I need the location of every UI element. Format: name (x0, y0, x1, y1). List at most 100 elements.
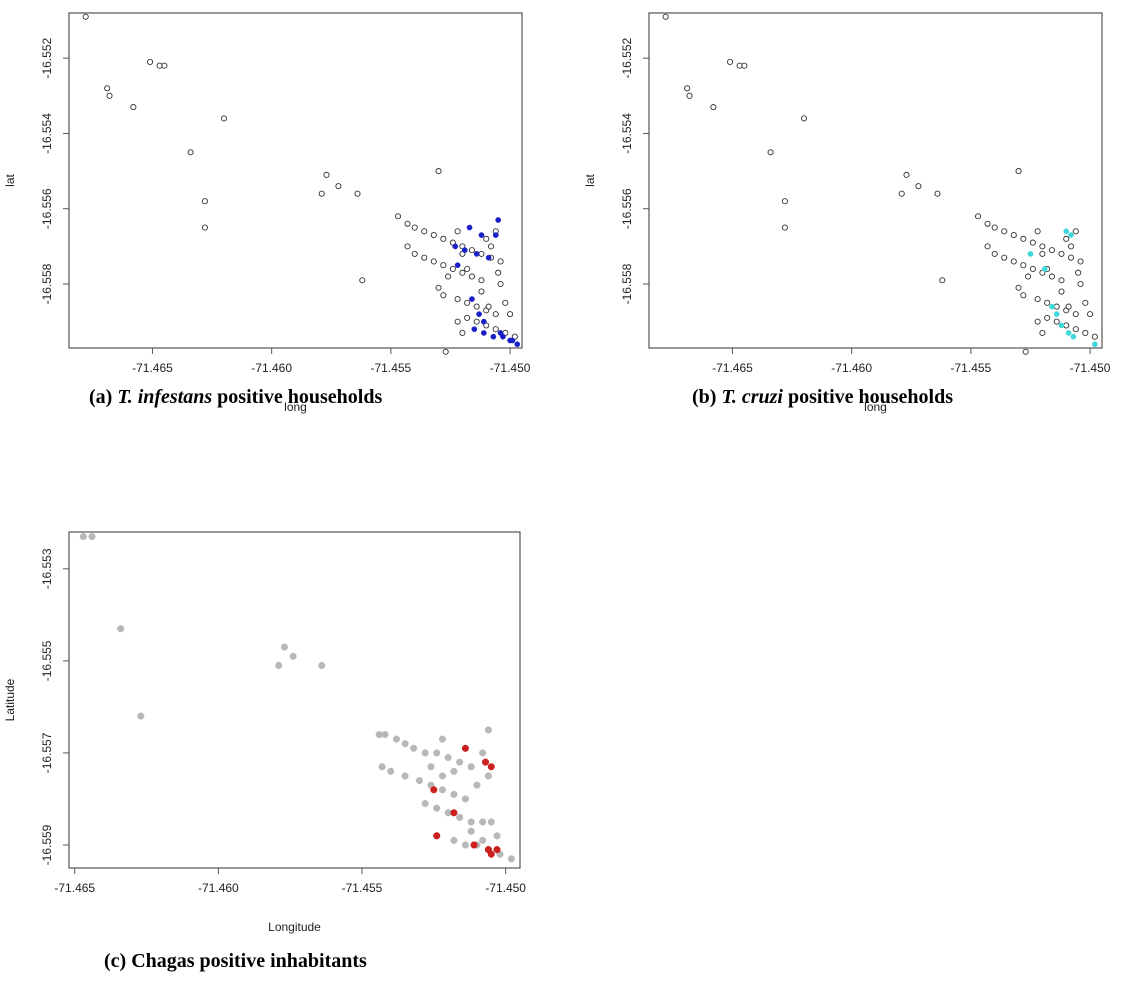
data-point-inhabitants (467, 763, 475, 771)
scatter-chart-a: -71.465 -71.460 -71.455 -71.450 -16.552 -16.5… (3, 12, 531, 414)
data-point-households (147, 58, 154, 65)
data-point-inhabitants (318, 661, 326, 670)
data-point-households (1044, 314, 1051, 321)
data-point-positive (1063, 228, 1070, 235)
data-point-positive (481, 758, 490, 766)
data-point-households (984, 220, 991, 227)
data-point-households (492, 311, 499, 318)
data-point-positive (497, 330, 504, 336)
data-point-households (1010, 258, 1017, 265)
data-point-households (1072, 326, 1079, 333)
data-point-households (1067, 243, 1075, 250)
data-point-households (984, 243, 991, 250)
panel-c: -71.465 -71.460 -71.455 -71.450 -16.553 -16.5… (0, 520, 540, 983)
data-point-households (502, 299, 509, 306)
data-point-positive (1027, 251, 1034, 257)
data-point-households (445, 273, 452, 280)
data-point-inhabitants (387, 767, 395, 775)
caption-a: (a) T. infestans positive households (89, 386, 382, 409)
data-point-households (710, 104, 717, 111)
data-point-positive (495, 217, 502, 223)
y-tick-label: -16.556 (40, 188, 54, 229)
caption-b-prefix: (b) (692, 386, 722, 408)
data-point-households (1034, 318, 1041, 325)
data-point-positive (487, 763, 495, 771)
data-point-positive (481, 318, 487, 325)
data-point-households (449, 265, 456, 273)
data-point-households (187, 149, 194, 156)
data-point-positive (478, 232, 485, 238)
data-point-positive (450, 809, 458, 817)
data-point-households (201, 224, 208, 231)
x-tick-label: -71.450 (490, 361, 531, 375)
data-point-households (1015, 168, 1022, 175)
data-point-households (1058, 250, 1065, 257)
data-point-households (411, 224, 418, 231)
y-tick-label: -16.555 (40, 640, 54, 681)
data-point-households (359, 277, 366, 284)
data-point-positive (1058, 322, 1065, 329)
data-point-households (1053, 318, 1060, 325)
data-point-households (478, 277, 485, 284)
caption-b-suffix: positive households (782, 386, 954, 408)
data-point-inhabitants (392, 735, 401, 743)
data-point-inhabitants (444, 753, 452, 762)
data-point-households (335, 183, 342, 190)
data-point-positive (452, 243, 459, 250)
data-point-households (781, 198, 788, 205)
data-point-inhabitants (456, 758, 464, 766)
data-point-positive (1065, 330, 1072, 336)
data-point-households (991, 250, 998, 257)
data-point-positive (466, 224, 473, 231)
y-tick-label: -16.552 (620, 37, 634, 78)
data-point-positive (469, 296, 475, 302)
plot-frame (68, 531, 521, 869)
data-point-households (435, 284, 442, 291)
panel-b: -71.465 -71.460 -71.455 -71.450 -16.552 -16.5… (580, 0, 1121, 420)
x-axis-title: Longitude (268, 920, 321, 934)
x-tick-label: -71.455 (342, 881, 383, 895)
data-point-households (323, 171, 330, 178)
data-point-inhabitants (484, 772, 492, 780)
data-point-inhabitants (88, 533, 96, 541)
y-axis-title: lat (3, 174, 17, 187)
y-axis-title: Latitude (3, 678, 17, 721)
data-point-households (1020, 235, 1027, 242)
x-tick-label: -71.450 (1070, 361, 1111, 375)
data-point-households (485, 303, 492, 310)
data-point-households (454, 296, 461, 303)
data-point-inhabitants (450, 790, 458, 798)
data-point-households (939, 277, 946, 284)
data-point-households (1082, 329, 1089, 336)
data-point-positive (487, 850, 495, 858)
data-point-households (974, 213, 982, 220)
data-point-inhabitants (479, 749, 487, 757)
data-point-inhabitants (117, 625, 125, 633)
data-point-inhabitants (487, 818, 495, 826)
data-point-positive (476, 311, 482, 317)
data-point-households (1072, 311, 1079, 318)
data-point-inhabitants (456, 813, 464, 821)
data-point-households (1058, 288, 1065, 295)
data-point-households (468, 247, 475, 254)
caption-b-species: T. cruzi (721, 386, 783, 408)
data-point-positive (473, 251, 480, 257)
data-point-inhabitants (410, 744, 418, 752)
data-point-positive (485, 254, 492, 261)
data-point-positive (470, 841, 478, 849)
data-point-households (741, 62, 748, 69)
data-point-households (934, 190, 941, 197)
data-point-households (478, 288, 485, 295)
data-point-households (459, 329, 466, 336)
data-point-positive (454, 262, 461, 269)
data-point-inhabitants (275, 661, 283, 670)
data-point-households (104, 85, 111, 92)
x-axis-title: long (864, 400, 887, 414)
data-point-households (507, 311, 514, 318)
data-point-inhabitants (401, 772, 409, 780)
data-point-positive (1053, 311, 1060, 317)
data-point-households (354, 190, 361, 197)
data-point-households (991, 224, 998, 231)
data-point-positive (493, 846, 501, 854)
caption-a-suffix: positive households (212, 386, 383, 408)
